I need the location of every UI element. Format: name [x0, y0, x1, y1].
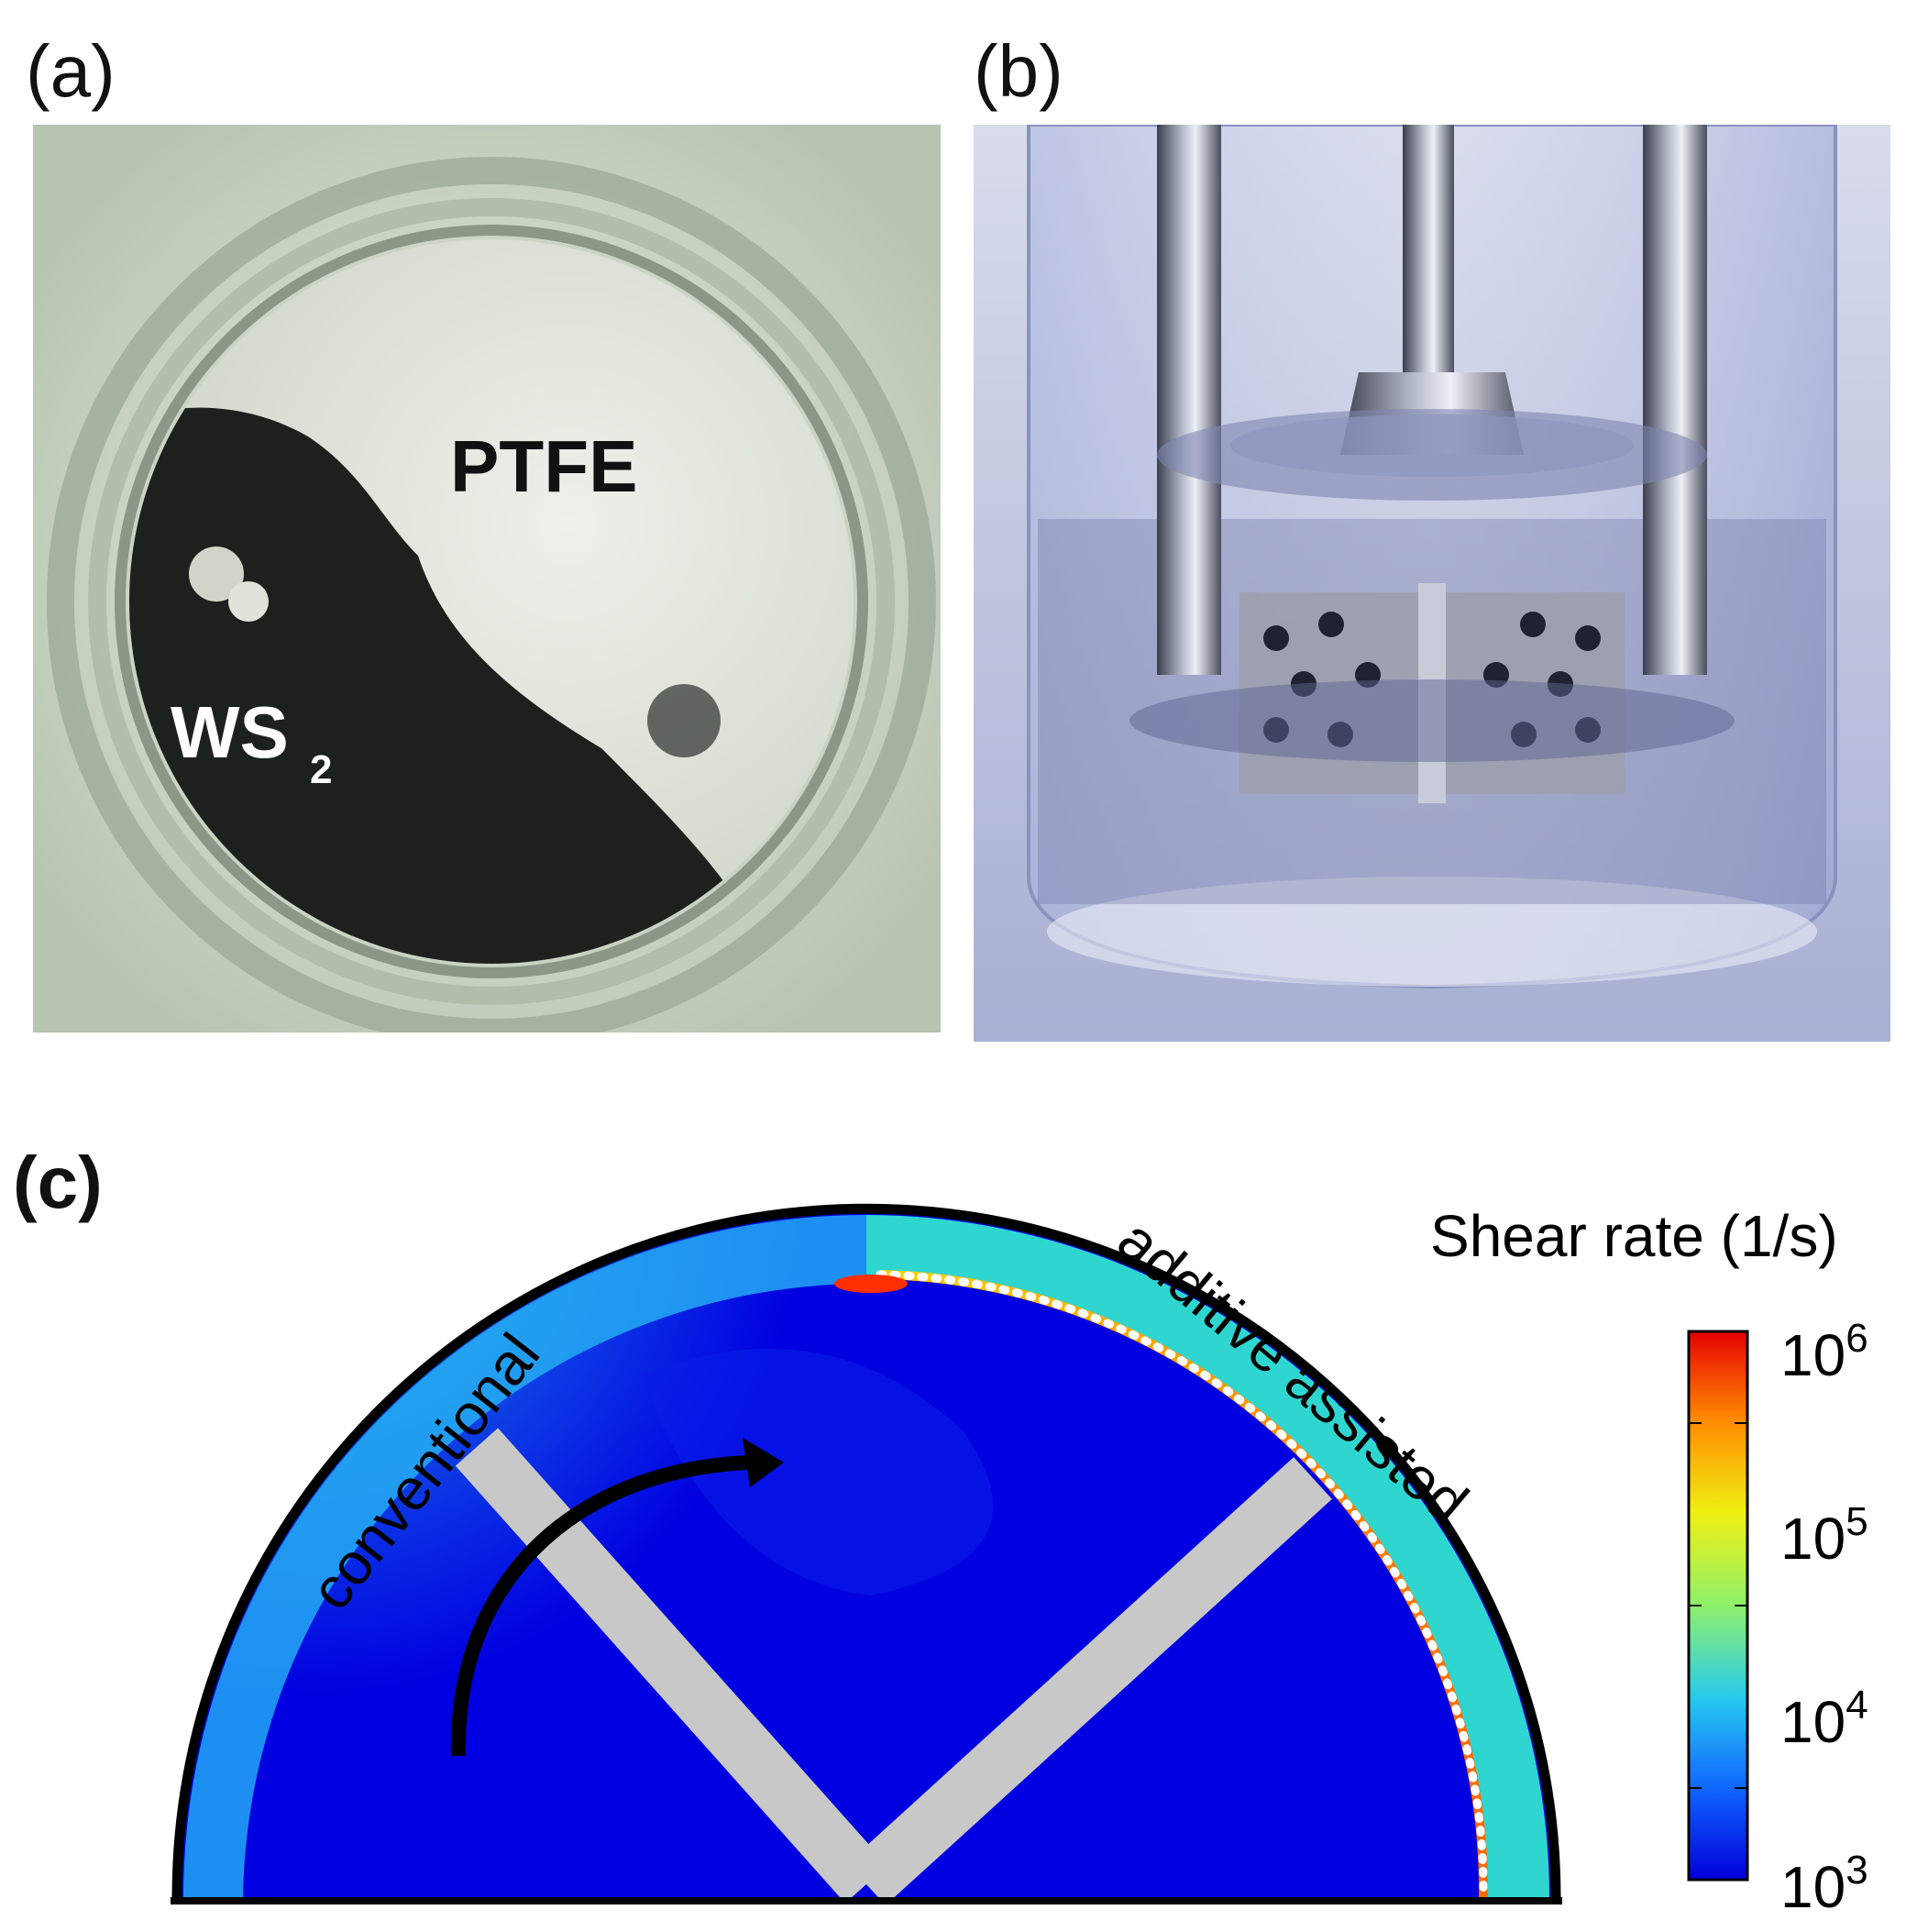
- colorbar-tick-1e4: 104: [1780, 1683, 1868, 1755]
- shear-rate-simulation: conventional additive assisted Shear rat…: [171, 1203, 1868, 1920]
- panel-b-label: (b): [974, 30, 1063, 112]
- colorbar-title: Shear rate (1/s): [1430, 1203, 1838, 1269]
- rotation-arrow-icon: [450, 1438, 784, 1757]
- colorbar-tick-1e6: 106: [1780, 1316, 1868, 1388]
- mixer-rendering: [974, 125, 1890, 1042]
- left-rod: [1157, 125, 1221, 675]
- ptfe-label: PTFE: [450, 425, 637, 507]
- panel-a-label: (a): [26, 30, 116, 112]
- ws2-powder-region: [129, 407, 766, 964]
- panel-c-label: (c): [13, 1142, 103, 1223]
- colorbar-tick-1e3: 103: [1780, 1848, 1868, 1920]
- right-rod: [1643, 125, 1707, 675]
- rotor-blades: [455, 1428, 1332, 1905]
- ws2-label: WS: [171, 691, 289, 773]
- domain-outline: [171, 1203, 1561, 1899]
- powder-jar-photo: PTFE WS 2: [33, 125, 941, 1032]
- colorbar-tick-1e5: 105: [1780, 1499, 1868, 1572]
- colorbar-ticks: [1689, 1422, 1747, 1789]
- center-shaft: [1403, 125, 1454, 372]
- ws2-subscript: 2: [310, 747, 332, 792]
